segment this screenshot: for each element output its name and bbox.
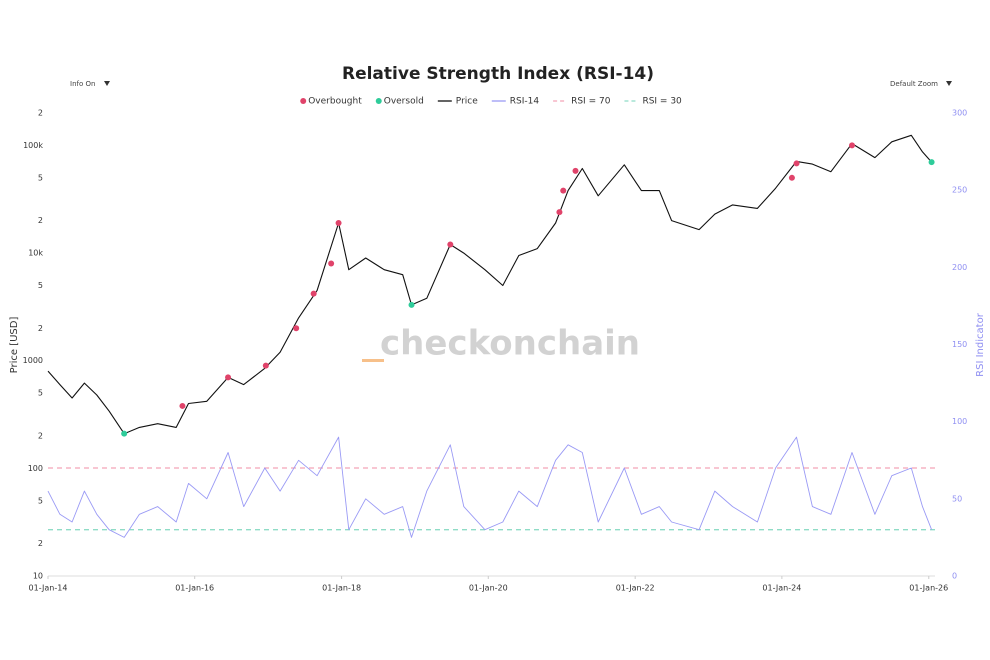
y-tick-label: 2 [38,431,43,440]
signal-marker [556,209,563,216]
price-line [47,134,933,435]
signal-marker [928,159,935,166]
x-tick-label: 01-Jan-18 [322,584,361,593]
y-tick-label: 1000 [23,356,43,365]
dropdown-arrow [104,81,110,86]
y-tick-label: 10 [33,572,43,581]
rsi-line [47,436,933,538]
x-tick-label: 01-Jan-14 [29,584,68,593]
y2-tick-label: 200 [952,263,967,272]
dropdown-arrow [946,81,952,86]
signal-marker [262,362,269,369]
signal-marker [328,260,335,267]
legend-label: RSI = 30 [642,97,682,107]
y2-tick-label: 50 [952,494,962,503]
y-tick-label: 5 [38,389,43,398]
y2-tick-label: 0 [952,572,957,581]
signal-marker [293,325,300,332]
signal-marker [310,290,317,297]
x-tick-label: 01-Jan-22 [616,584,655,593]
signal-marker [335,220,342,227]
signal-marker [560,187,567,194]
y2-tick-label: 250 [952,186,967,195]
legend-symbol [375,98,382,104]
signal-marker [788,174,795,181]
signal-marker [849,142,856,149]
y-axis-title: Price [USD] [9,317,20,374]
y-tick-label: 2 [38,324,43,333]
legend-label: Price [456,97,478,107]
y2-tick-label: 300 [952,109,967,118]
signal-marker [793,160,800,167]
y-tick-label: 5 [38,173,43,182]
x-tick-label: 01-Jan-20 [469,584,508,593]
legend-symbol [300,98,307,104]
y-tick-label: 100 [28,464,43,473]
signal-marker [225,374,232,381]
y2-axis-title: RSI Indicator [975,312,986,377]
legend-label: Oversold [384,97,424,107]
x-tick-label: 01-Jan-24 [762,584,801,593]
legend-label: RSI-14 [510,97,540,107]
y-tick-label: 2 [38,109,43,118]
x-tick-label: 01-Jan-26 [909,584,948,593]
y-tick-label: 100k [23,141,43,150]
y-tick-label: 2 [38,216,43,225]
y2-tick-label: 150 [952,340,967,349]
signal-marker [408,301,415,308]
signal-marker [447,241,454,248]
legend-label: RSI = 70 [571,97,611,107]
signal-marker [121,430,128,437]
watermark-accent [362,359,384,362]
signal-marker [179,402,186,409]
y-tick-label: 2 [38,539,43,548]
y-tick-label: 5 [38,496,43,505]
legend-label: Overbought [308,97,362,107]
signal-marker [572,167,579,174]
y-tick-label: 10k [28,249,43,258]
x-tick-label: 01-Jan-16 [175,584,214,593]
zoom-select[interactable]: Default Zoom [890,80,938,88]
info-toggle[interactable]: Info On [70,80,95,88]
watermark: checkonchain [380,324,640,364]
chart-title: Relative Strength Index (RSI-14) [342,64,654,84]
y-tick-label: 5 [38,281,43,290]
y2-tick-label: 100 [952,417,967,426]
